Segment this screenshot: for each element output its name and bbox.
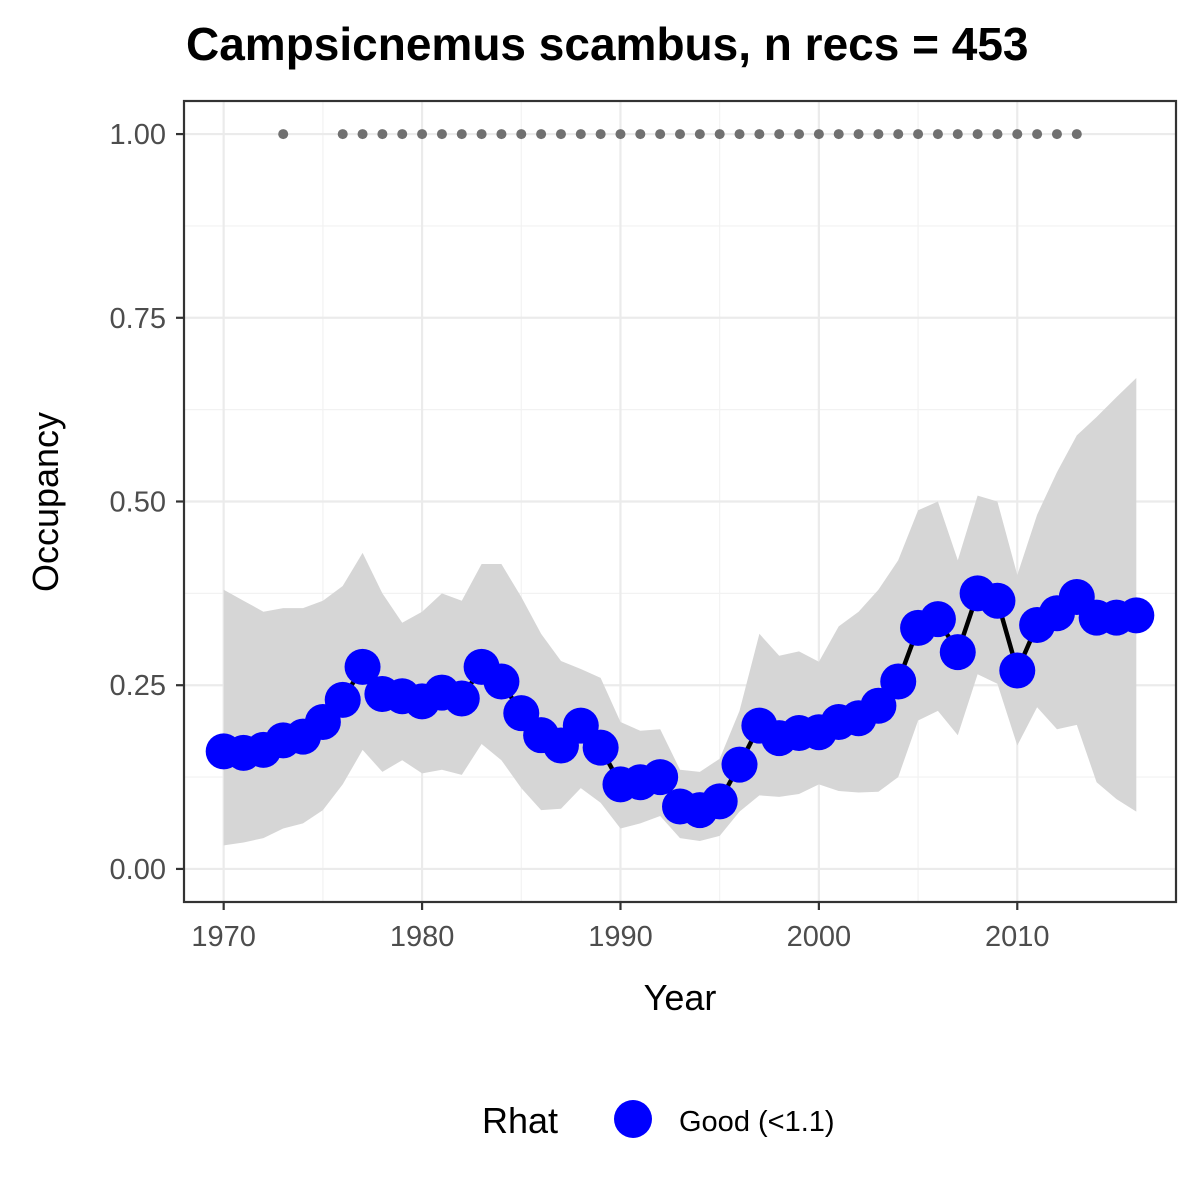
legend-label-good: Good (<1.1)	[679, 1106, 835, 1138]
record-dot	[853, 129, 864, 140]
data-point	[979, 582, 1016, 619]
y-tick-label: 0.00	[110, 854, 166, 886]
x-tick-label: 2010	[985, 921, 1050, 953]
x-tick-label: 1970	[191, 921, 256, 953]
record-dot	[377, 129, 388, 140]
record-dot	[1012, 129, 1023, 140]
x-tick-label: 2000	[787, 921, 852, 953]
data-point	[721, 746, 758, 783]
record-dot	[555, 129, 566, 140]
record-dot	[595, 129, 606, 140]
record-dot	[952, 129, 963, 140]
record-dot	[655, 129, 666, 140]
data-point	[919, 601, 956, 638]
confidence-ribbon	[223, 378, 1137, 846]
record-dot	[575, 129, 586, 140]
chart-title: Campsicnemus scambus, n recs = 453	[186, 18, 1029, 70]
y-axis-title: Occupancy	[25, 412, 66, 592]
plot-panel	[182, 99, 1178, 904]
record-dot	[536, 129, 547, 140]
record-dot	[794, 129, 805, 140]
data-point	[443, 680, 480, 717]
x-axis: 1970 1980 1990 2000 2010	[191, 902, 1050, 953]
record-dot	[397, 129, 408, 140]
data-point	[582, 729, 619, 766]
record-dot	[754, 129, 765, 140]
record-dot	[833, 129, 844, 140]
data-point	[324, 681, 361, 718]
record-dot	[734, 129, 745, 140]
y-tick-label: 0.50	[110, 487, 166, 519]
record-dot	[932, 129, 943, 140]
occupancy-points	[205, 575, 1155, 829]
record-dot	[417, 129, 428, 140]
x-tick-label: 1990	[588, 921, 653, 953]
data-point	[860, 687, 897, 724]
y-tick-label: 0.75	[110, 303, 166, 335]
data-point	[701, 783, 738, 820]
record-dot	[516, 129, 527, 140]
record-dot	[714, 129, 725, 140]
data-point	[642, 759, 679, 796]
record-dot	[774, 129, 785, 140]
record-dot	[1051, 129, 1062, 140]
record-dot	[278, 129, 289, 140]
record-dot	[972, 129, 983, 140]
data-point	[880, 663, 917, 700]
record-dot	[813, 129, 824, 140]
record-dot	[694, 129, 705, 140]
record-dot	[476, 129, 487, 140]
data-point	[1118, 597, 1155, 634]
legend-key-good	[614, 1100, 652, 1138]
record-dot	[1032, 129, 1043, 140]
record-dot	[1071, 129, 1082, 140]
record-dot	[635, 129, 646, 140]
record-dot	[337, 129, 348, 140]
record-dot	[992, 129, 1003, 140]
x-axis-title: Year	[644, 977, 717, 1018]
data-point	[999, 652, 1036, 689]
legend: Rhat Good (<1.1)	[482, 1100, 835, 1141]
y-tick-label: 1.00	[110, 119, 166, 151]
record-dot	[893, 129, 904, 140]
record-dot	[496, 129, 507, 140]
data-point	[483, 663, 520, 700]
record-dot	[615, 129, 626, 140]
y-tick-label: 0.25	[110, 670, 166, 702]
record-dot	[456, 129, 467, 140]
data-point	[939, 634, 976, 671]
record-dot	[357, 129, 368, 140]
legend-title: Rhat	[482, 1100, 558, 1141]
record-dot	[873, 129, 884, 140]
record-dot	[436, 129, 447, 140]
y-axis: 0.00 0.25 0.50 0.75 1.00	[110, 119, 184, 886]
data-point	[344, 648, 381, 685]
record-dot	[913, 129, 924, 140]
x-tick-label: 1980	[390, 921, 455, 953]
record-dot	[675, 129, 685, 140]
record-dots	[278, 129, 1082, 140]
